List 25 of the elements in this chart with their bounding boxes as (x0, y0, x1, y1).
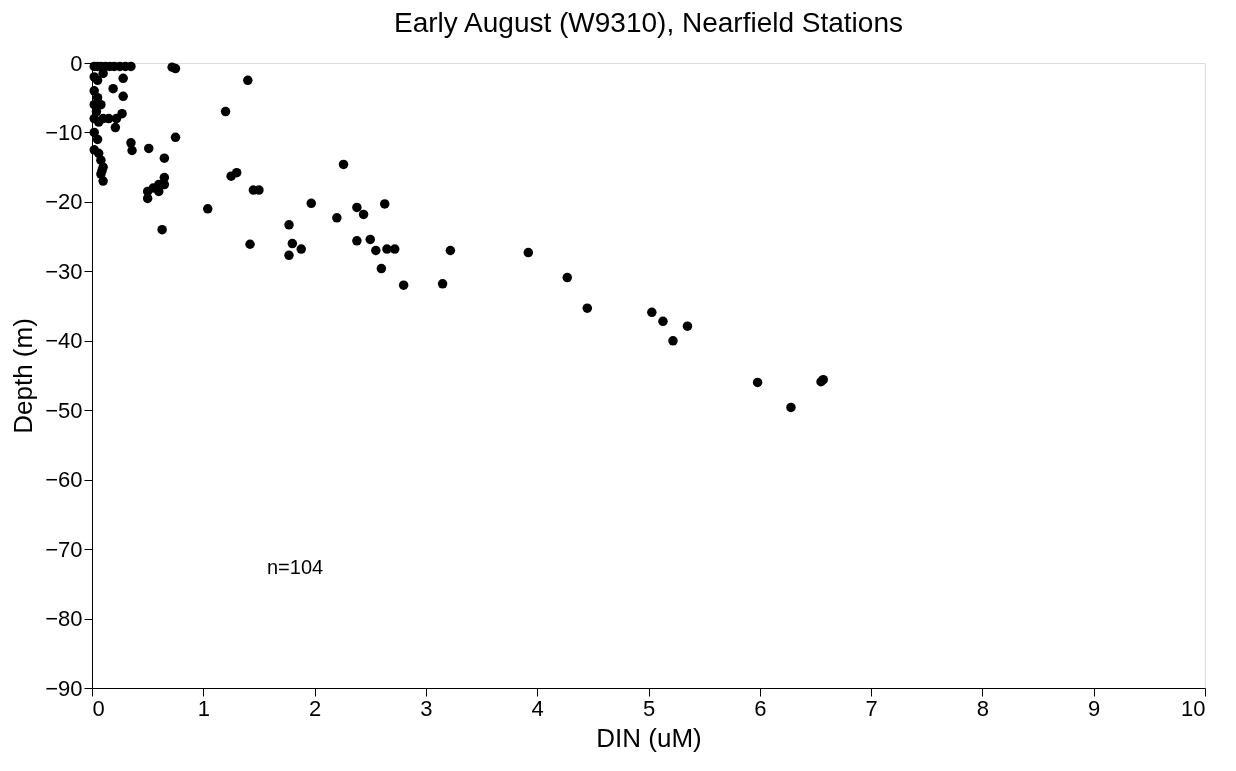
x-tick-label: 10 (1181, 695, 1206, 721)
x-tick-label: 2 (308, 695, 322, 721)
y-tick-label: −20 (45, 189, 83, 215)
annotation: n=104 (267, 556, 324, 578)
x-tick-label: 4 (531, 695, 544, 721)
x-tick-label: 6 (754, 695, 767, 721)
x-tick-label: 5 (642, 695, 656, 721)
chart-title: Early August (W9310), Nearfield Stations (394, 7, 903, 38)
y-tick-label: −40 (45, 328, 83, 354)
x-tick-label: 1 (197, 695, 210, 721)
y-tick-label: −60 (45, 467, 83, 493)
x-tick-label: 9 (1088, 695, 1101, 721)
y-tick-label: 0 (70, 50, 83, 76)
x-tick-label: 7 (865, 695, 878, 721)
x-tick-label: 0 (92, 695, 105, 721)
y-tick-label: −50 (45, 397, 83, 423)
y-tick-label: −30 (45, 258, 83, 284)
y-tick-label: −80 (45, 606, 83, 632)
y-tick-label: −10 (45, 119, 83, 145)
y-tick-label: −90 (45, 675, 83, 701)
y-tick-label: −70 (45, 536, 83, 562)
y-axis-title: Depth (m) (8, 318, 39, 434)
x-tick-label: 8 (976, 695, 990, 721)
x-tick-label: 3 (420, 695, 433, 721)
x-axis-title: DIN (uM) (596, 722, 702, 753)
